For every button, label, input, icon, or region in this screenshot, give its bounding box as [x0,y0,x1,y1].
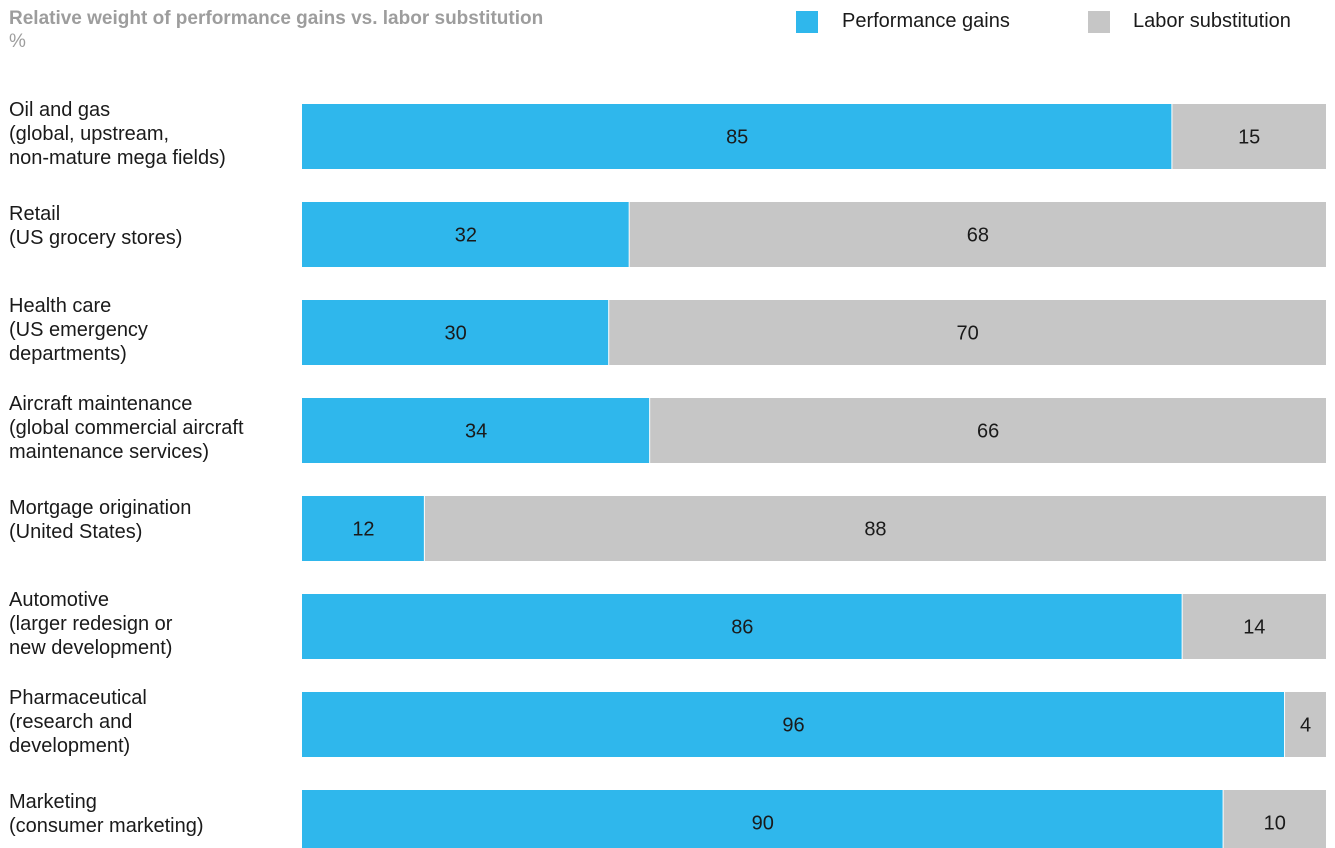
data-label: 88 [864,519,886,541]
category-label-line: (global commercial aircraft [9,417,244,439]
category-label: Health care (US emergency departments) [9,294,299,366]
category-label-line: Marketing [9,791,97,813]
bar-performance-gains [302,594,1182,659]
data-label: 86 [731,617,753,639]
bar-labor-substitution [629,202,1326,267]
bar-performance-gains [302,398,650,463]
data-label: 70 [956,323,978,345]
data-label: 34 [465,421,487,443]
data-label: 32 [455,225,477,247]
bar-performance-gains [302,496,424,561]
category-label-line: (US grocery stores) [9,227,183,249]
category-label-line: (larger redesign or [9,613,173,635]
data-label: 30 [444,323,466,345]
data-label: 15 [1238,127,1260,149]
data-label: 10 [1264,813,1286,835]
category-label: Oil and gas (global, upstream, non-mature … [9,98,299,170]
category-label-line: non-mature mega fields) [9,147,226,169]
bar-performance-gains [302,300,609,365]
bar-performance-gains [302,692,1285,757]
bar-labor-substitution [1172,104,1326,169]
category-label: Mortgage origination (United States) [9,496,299,544]
category-label-line: maintenance services) [9,441,210,463]
legend-label-performance-gains: Performance gains [842,10,1010,32]
category-label: Retail (US grocery stores) [9,202,299,250]
category-label-line: (United States) [9,521,143,543]
data-label: 4 [1300,715,1311,737]
category-label-line: Retail [9,203,61,225]
bar-labor-substitution [424,496,1326,561]
legend: Performance gains Labor substitution [0,0,1335,40]
legend-swatch-performance-gains [796,11,818,33]
category-label-line: new development) [9,637,173,659]
bar-labor-substitution [650,398,1326,463]
chart-unit: % [9,31,26,52]
bar-labor-substitution [1182,594,1326,659]
data-label: 68 [967,225,989,247]
category-label-line: Automotive [9,589,110,611]
category-label-line: Mortgage origination [9,497,192,519]
category-label: Pharmaceutical (research and development) [9,686,299,758]
data-label: 85 [726,127,748,149]
data-label: 90 [752,813,774,835]
category-label-line: Oil and gas [9,99,111,121]
chart-title: Relative weight of performance gains vs.… [9,8,544,29]
category-label-line: (research and [9,711,133,733]
category-label-line: Health care [9,295,112,317]
data-label: 66 [977,421,999,443]
category-label-line: Aircraft maintenance [9,393,193,415]
data-label: 12 [352,519,374,541]
bar-labor-substitution [1223,790,1326,848]
category-label: Marketing (consumer marketing) [9,790,299,838]
bar-performance-gains [302,202,629,267]
category-label-line: development) [9,735,131,757]
bar-performance-gains [302,104,1172,169]
data-label: 96 [782,715,804,737]
category-label-line: (global, upstream, [9,123,170,145]
category-label-line: (US emergency [9,319,148,341]
bar-labor-substitution [1285,692,1326,757]
category-label: Automotive (larger redesign or new develop… [9,588,299,660]
category-label-line: (consumer marketing) [9,815,204,837]
bar-labor-substitution [609,300,1326,365]
legend-swatch-labor-substitution [1088,11,1110,33]
bar-performance-gains [302,790,1223,848]
data-label: 14 [1243,617,1265,639]
category-label-line: departments) [9,343,127,365]
category-label: Aircraft maintenance (global commercial a… [9,392,299,464]
legend-label-labor-substitution: Labor substitution [1133,10,1291,32]
category-label-line: Pharmaceutical [9,687,147,709]
